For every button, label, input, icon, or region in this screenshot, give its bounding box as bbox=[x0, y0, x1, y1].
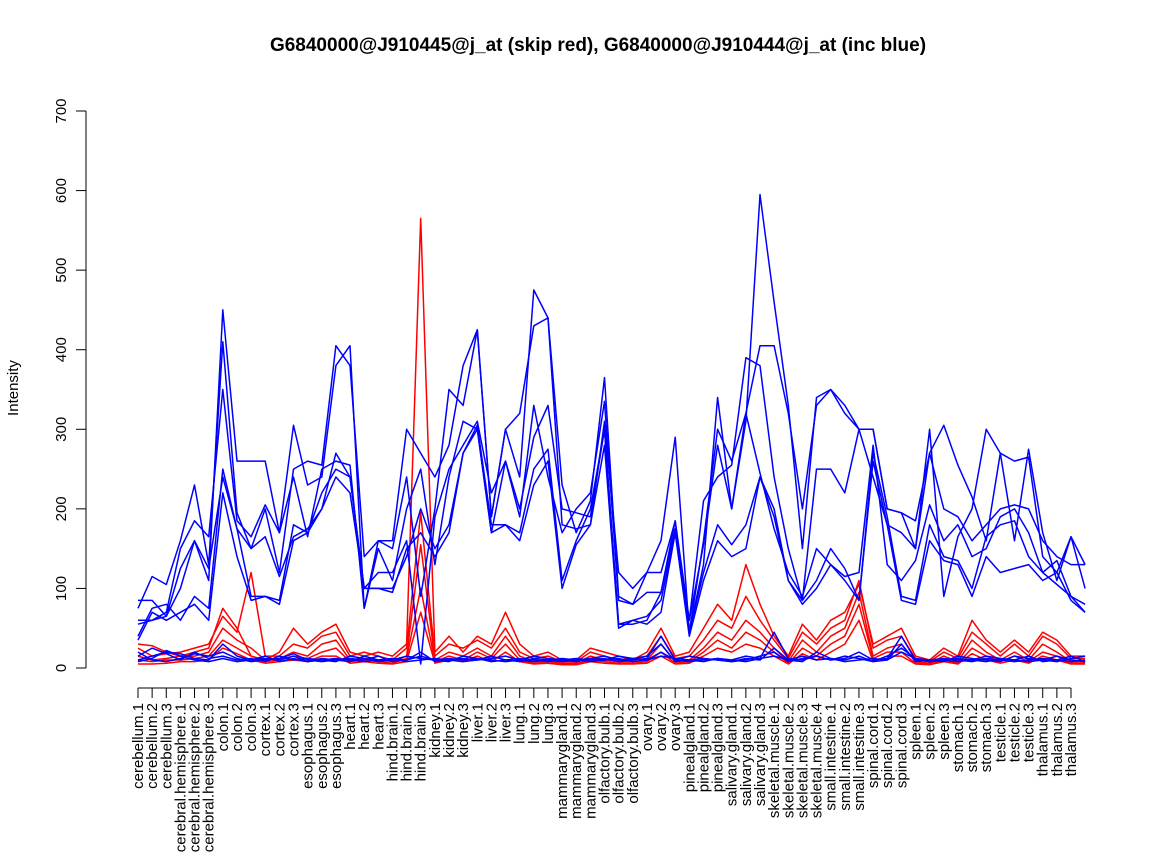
x-tick-label: salivary.gland.1 bbox=[724, 703, 741, 806]
y-axis-label: Intensity bbox=[5, 360, 22, 416]
x-tick-label: spleen.3 bbox=[936, 703, 953, 760]
chart-title: G6840000@J910445@j_at (skip red), G68400… bbox=[270, 35, 926, 56]
x-tick-label: liver.3 bbox=[498, 703, 515, 742]
x-tick-label: salivary.gland.3 bbox=[752, 703, 769, 806]
y-tick-label: 600 bbox=[53, 178, 70, 203]
x-tick-label: cortex.3 bbox=[286, 703, 303, 756]
x-tick-label: kidney.1 bbox=[427, 703, 444, 758]
x-tick-label: heart.2 bbox=[356, 703, 373, 750]
x-tick-label: esophagus.3 bbox=[328, 703, 345, 789]
x-tick-label: skeletal.muscle.3 bbox=[794, 703, 811, 818]
x-tick-label: small.intestine.2 bbox=[837, 703, 854, 811]
x-tick-label: olfactory.bulb.3 bbox=[625, 703, 642, 804]
x-tick-label: cerebral.hemisphere.1 bbox=[172, 703, 189, 852]
x-tick-label: hind.brain.1 bbox=[384, 703, 401, 781]
x-tick-label: liver.2 bbox=[483, 703, 500, 742]
x-tick-label: pinealgland.2 bbox=[695, 703, 712, 792]
y-tick-label: 400 bbox=[53, 337, 70, 362]
x-tick-label: hind.brain.2 bbox=[399, 703, 416, 781]
x-tick-label: olfactory.bulb.2 bbox=[611, 703, 628, 804]
x-tick-label: spinal.cord.2 bbox=[879, 703, 896, 788]
x-tick-label: spinal.cord.1 bbox=[865, 703, 882, 788]
x-tick-label: testicle.1 bbox=[992, 703, 1009, 762]
y-tick-label: 200 bbox=[53, 496, 70, 521]
x-tick-label: lung.2 bbox=[526, 703, 543, 744]
x-tick-label: lung.3 bbox=[540, 703, 557, 744]
x-tick-label: cortex.2 bbox=[271, 703, 288, 756]
x-tick-label: pinealgland.3 bbox=[710, 703, 727, 792]
x-tick-label: colon.2 bbox=[229, 703, 246, 751]
series-line-blue_5 bbox=[137, 424, 1086, 637]
x-tick-label: skeletal.muscle.1 bbox=[766, 703, 783, 818]
x-tick-label: hind.brain.3 bbox=[413, 703, 430, 781]
x-tick-label: thalamus.1 bbox=[1035, 703, 1052, 776]
x-tick-label: heart.3 bbox=[370, 703, 387, 750]
x-tick-label: skeletal.muscle.2 bbox=[780, 703, 797, 818]
x-tick-label: esophagus.1 bbox=[300, 703, 317, 789]
x-tick-label: lung.1 bbox=[512, 703, 529, 744]
x-tick-label: kidney.2 bbox=[441, 703, 458, 758]
x-tick-label: salivary.gland.2 bbox=[738, 703, 755, 806]
y-tick-label: 700 bbox=[53, 98, 70, 123]
x-tick-label: cortex.1 bbox=[257, 703, 274, 756]
y-tick-label: 500 bbox=[53, 258, 70, 283]
x-tick-label: testicle.3 bbox=[1021, 703, 1038, 762]
x-tick-label: mammarygland.2 bbox=[568, 703, 585, 819]
x-tick-label: thalamus.2 bbox=[1049, 703, 1066, 776]
x-tick-label: cerebellum.2 bbox=[144, 703, 161, 789]
x-tick-label: skeletal.muscle.4 bbox=[809, 703, 826, 818]
x-tick-label: cerebral.hemisphere.2 bbox=[187, 703, 204, 852]
x-tick-label: colon.1 bbox=[215, 703, 232, 751]
series-line-blue_10 bbox=[137, 649, 1086, 663]
series-line-blue_6 bbox=[137, 428, 1086, 641]
x-tick-label: stomach.1 bbox=[950, 703, 967, 772]
x-tick-label: ovary.3 bbox=[667, 703, 684, 751]
series-line-blue_1 bbox=[138, 193, 1086, 633]
y-tick-label: 0 bbox=[53, 664, 70, 672]
x-tick-label: spleen.1 bbox=[908, 703, 925, 760]
y-axis: 0 100 200 300 400 500 600 700 bbox=[53, 98, 87, 672]
x-tick-label: stomach.2 bbox=[964, 703, 981, 772]
x-tick-label: cerebellum.3 bbox=[158, 703, 175, 789]
x-tick-label: spinal.cord.3 bbox=[893, 703, 910, 788]
x-tick-label: small.intestine.3 bbox=[851, 703, 868, 811]
x-tick-label: stomach.3 bbox=[978, 703, 995, 772]
x-tick-label: olfactory.bulb.1 bbox=[597, 703, 614, 804]
x-tick-label: cerebral.hemisphere.3 bbox=[201, 703, 218, 852]
x-tick-label: heart.1 bbox=[342, 703, 359, 750]
series-layer bbox=[137, 193, 1086, 666]
x-tick-label: kidney.3 bbox=[455, 703, 472, 758]
x-tick-label: colon.3 bbox=[243, 703, 260, 751]
x-axis: cerebellum.1cerebellum.2cerebellum.3cere… bbox=[130, 687, 1080, 852]
x-tick-label: pinealgland.1 bbox=[681, 703, 698, 792]
x-tick-label: small.intestine.1 bbox=[823, 703, 840, 811]
x-tick-label: mammarygland.1 bbox=[554, 703, 571, 819]
x-tick-label: ovary.1 bbox=[639, 703, 656, 751]
x-tick-label: thalamus.3 bbox=[1063, 703, 1080, 776]
x-tick-label: cerebellum.1 bbox=[130, 703, 147, 789]
x-tick-label: liver.1 bbox=[469, 703, 486, 742]
y-tick-label: 300 bbox=[53, 417, 70, 442]
x-tick-label: mammarygland.3 bbox=[582, 703, 599, 819]
x-tick-label: ovary.2 bbox=[653, 703, 670, 751]
x-tick-label: testicle.2 bbox=[1006, 703, 1023, 762]
series-line-blue_3 bbox=[138, 356, 1086, 622]
y-tick-label: 100 bbox=[53, 576, 70, 601]
x-tick-label: esophagus.2 bbox=[314, 703, 331, 789]
x-tick-label: spleen.2 bbox=[922, 703, 939, 760]
